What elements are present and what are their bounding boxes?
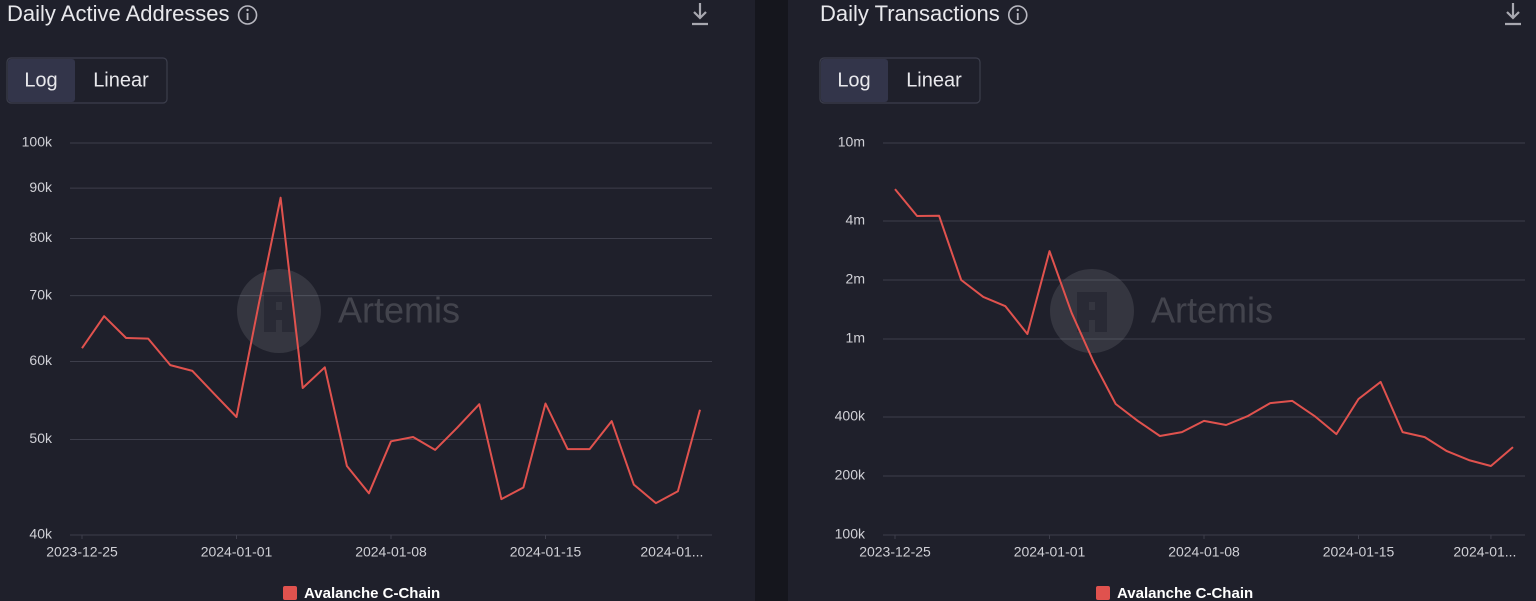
toggle-button[interactable]: Log [24, 69, 57, 91]
x-tick-label: 2024-01-08 [355, 544, 427, 560]
y-tick-label: 60k [29, 352, 53, 368]
toggle-active [821, 59, 888, 102]
toggle-button[interactable]: Log [837, 69, 870, 91]
toggle-active [8, 59, 75, 102]
y-tick-label: 100k [835, 526, 866, 542]
legend-swatch [283, 586, 297, 600]
toggle-group [6, 57, 168, 104]
x-tick-label: 2024-01-01 [201, 544, 273, 560]
y-tick-label: 40k [29, 526, 53, 542]
toggle-button[interactable]: Linear [93, 69, 149, 91]
info-icon-dot [246, 8, 249, 12]
download-icon[interactable] [1505, 3, 1521, 26]
toggle-group [819, 57, 981, 104]
chart-panel: Daily Transactions Log Linear 100k 200k 400k 1… [819, 1, 1525, 601]
line-series [81, 196, 701, 505]
y-tick-label: 100k [22, 134, 53, 150]
y-tick-label: 1m [846, 330, 865, 346]
y-tick-label: 80k [29, 229, 53, 245]
chart-title: Daily Active Addresses [7, 1, 230, 26]
legend-swatch [1096, 586, 1110, 600]
x-tick-label: 2024-01-01 [1014, 544, 1086, 560]
watermark: Artemis [338, 290, 460, 331]
watermark-logo-mark [264, 292, 294, 332]
x-tick-label: 2024-01-15 [1323, 544, 1395, 560]
x-tick-label: 2023-12-25 [859, 544, 931, 560]
x-tick-label: 2024-01... [640, 544, 703, 560]
panel-background [788, 0, 1536, 601]
y-tick-label: 400k [835, 408, 866, 424]
line-series [894, 188, 1514, 467]
download-icon[interactable] [692, 3, 708, 26]
x-tick-label: 2023-12-25 [46, 544, 118, 560]
y-tick-label: 2m [846, 271, 865, 287]
y-tick-label: 4m [846, 212, 865, 228]
watermark-logo-mark [1077, 292, 1107, 332]
chart-title: Daily Transactions [820, 1, 1000, 26]
panel-gap [755, 0, 788, 601]
y-tick-label: 200k [835, 467, 866, 483]
y-tick-label: 90k [29, 179, 53, 195]
y-tick-label: 10m [838, 134, 865, 150]
info-icon[interactable] [1007, 5, 1028, 25]
chart-panel: Daily Active Addresses Log Linear 40k 50k 60k… [6, 1, 712, 601]
info-icon[interactable] [237, 5, 258, 25]
y-tick-label: 70k [29, 286, 53, 302]
info-icon-dot [1016, 8, 1019, 12]
x-tick-label: 2024-01... [1453, 544, 1516, 560]
watermark: Artemis [1151, 290, 1273, 331]
x-tick-label: 2024-01-15 [510, 544, 582, 560]
panel-background [0, 0, 755, 601]
legend-label: Avalanche C-Chain [1117, 585, 1253, 601]
y-tick-label: 50k [29, 430, 53, 446]
legend-label: Avalanche C-Chain [304, 585, 440, 601]
toggle-button[interactable]: Linear [906, 69, 962, 91]
x-tick-label: 2024-01-08 [1168, 544, 1240, 560]
